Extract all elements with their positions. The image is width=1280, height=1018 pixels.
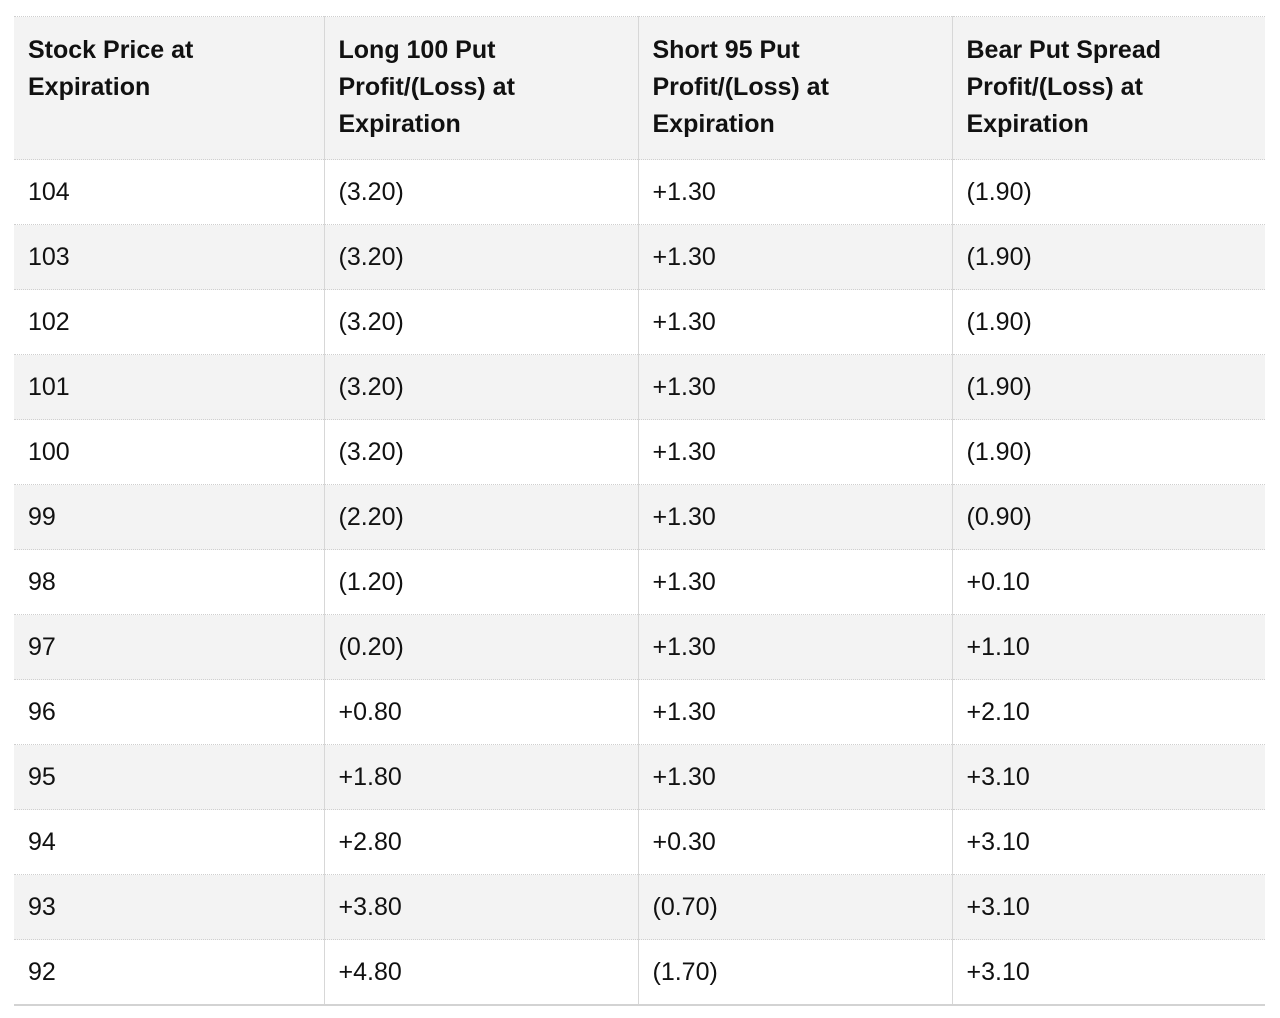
cell-stock-price: 104 xyxy=(14,159,324,225)
cell-bear-put-spread: +2.10 xyxy=(951,679,1265,745)
cell-short-95-put: +1.30 xyxy=(637,419,952,485)
cell-stock-price: 93 xyxy=(14,874,324,940)
cell-bear-put-spread: (0.90) xyxy=(951,484,1265,550)
cell-short-95-put: +1.30 xyxy=(637,289,952,355)
cell-bear-put-spread: (1.90) xyxy=(951,419,1265,485)
cell-short-95-put: (1.70) xyxy=(637,939,952,1006)
cell-stock-price: 103 xyxy=(14,224,324,290)
cell-bear-put-spread: (1.90) xyxy=(951,354,1265,420)
table-row: 104 (3.20) +1.30 (1.90) xyxy=(14,159,1265,225)
cell-long-100-put: (3.20) xyxy=(323,224,638,290)
cell-short-95-put: +1.30 xyxy=(637,744,952,810)
cell-bear-put-spread: +3.10 xyxy=(951,744,1265,810)
cell-bear-put-spread: +3.10 xyxy=(951,874,1265,940)
cell-short-95-put: +0.30 xyxy=(637,809,952,875)
cell-long-100-put: (1.20) xyxy=(323,549,638,615)
cell-stock-price: 95 xyxy=(14,744,324,810)
header-bear-put-spread: Bear Put Spread Profit/(Loss) at Expirat… xyxy=(951,16,1265,160)
cell-stock-price: 96 xyxy=(14,679,324,745)
cell-stock-price: 102 xyxy=(14,289,324,355)
cell-stock-price: 98 xyxy=(14,549,324,615)
header-stock-price: Stock Price at Expiration xyxy=(14,16,324,160)
cell-long-100-put: (0.20) xyxy=(323,614,638,680)
cell-long-100-put: (3.20) xyxy=(323,289,638,355)
cell-long-100-put: +2.80 xyxy=(323,809,638,875)
cell-stock-price: 100 xyxy=(14,419,324,485)
table-row: 98 (1.20) +1.30 +0.10 xyxy=(14,549,1265,615)
cell-short-95-put: +1.30 xyxy=(637,549,952,615)
header-long-100-put: Long 100 Put Profit/(Loss) at Expiration xyxy=(323,16,638,160)
table-row: 102 (3.20) +1.30 (1.90) xyxy=(14,289,1265,355)
table-row: 95 +1.80 +1.30 +3.10 xyxy=(14,744,1265,810)
table-body: 104 (3.20) +1.30 (1.90) 103 (3.20) +1.30 (1.90)… xyxy=(14,159,1265,1006)
cell-long-100-put: +1.80 xyxy=(323,744,638,810)
cell-long-100-put: +3.80 xyxy=(323,874,638,940)
table-row: 97 (0.20) +1.30 +1.10 xyxy=(14,614,1265,680)
cell-stock-price: 99 xyxy=(14,484,324,550)
cell-bear-put-spread: +3.10 xyxy=(951,809,1265,875)
cell-short-95-put: +1.30 xyxy=(637,679,952,745)
table-row: 94 +2.80 +0.30 +3.10 xyxy=(14,809,1265,875)
cell-stock-price: 97 xyxy=(14,614,324,680)
table-row: 101 (3.20) +1.30 (1.90) xyxy=(14,354,1265,420)
table-row: 93 +3.80 (0.70) +3.10 xyxy=(14,874,1265,940)
table-row: 99 (2.20) +1.30 (0.90) xyxy=(14,484,1265,550)
cell-bear-put-spread: (1.90) xyxy=(951,159,1265,225)
table-row: 96 +0.80 +1.30 +2.10 xyxy=(14,679,1265,745)
bear-put-spread-table: Stock Price at Expiration Long 100 Put P… xyxy=(14,16,1265,1006)
cell-bear-put-spread: (1.90) xyxy=(951,224,1265,290)
cell-long-100-put: (2.20) xyxy=(323,484,638,550)
cell-bear-put-spread: +3.10 xyxy=(951,939,1265,1006)
cell-short-95-put: (0.70) xyxy=(637,874,952,940)
cell-long-100-put: (3.20) xyxy=(323,419,638,485)
cell-short-95-put: +1.30 xyxy=(637,159,952,225)
cell-bear-put-spread: +0.10 xyxy=(951,549,1265,615)
cell-bear-put-spread: (1.90) xyxy=(951,289,1265,355)
header-row: Stock Price at Expiration Long 100 Put P… xyxy=(14,16,1265,160)
cell-short-95-put: +1.30 xyxy=(637,354,952,420)
cell-stock-price: 101 xyxy=(14,354,324,420)
cell-long-100-put: +4.80 xyxy=(323,939,638,1006)
cell-long-100-put: +0.80 xyxy=(323,679,638,745)
table-row: 103 (3.20) +1.30 (1.90) xyxy=(14,224,1265,290)
cell-short-95-put: +1.30 xyxy=(637,614,952,680)
cell-short-95-put: +1.30 xyxy=(637,224,952,290)
profit-loss-table-container: Stock Price at Expiration Long 100 Put P… xyxy=(14,16,1265,1006)
cell-stock-price: 92 xyxy=(14,939,324,1006)
cell-stock-price: 94 xyxy=(14,809,324,875)
table-row: 100 (3.20) +1.30 (1.90) xyxy=(14,419,1265,485)
table-row: 92 +4.80 (1.70) +3.10 xyxy=(14,939,1265,1006)
cell-bear-put-spread: +1.10 xyxy=(951,614,1265,680)
cell-long-100-put: (3.20) xyxy=(323,354,638,420)
header-short-95-put: Short 95 Put Profit/(Loss) at Expiration xyxy=(637,16,952,160)
cell-long-100-put: (3.20) xyxy=(323,159,638,225)
table-header: Stock Price at Expiration Long 100 Put P… xyxy=(14,16,1265,160)
cell-short-95-put: +1.30 xyxy=(637,484,952,550)
